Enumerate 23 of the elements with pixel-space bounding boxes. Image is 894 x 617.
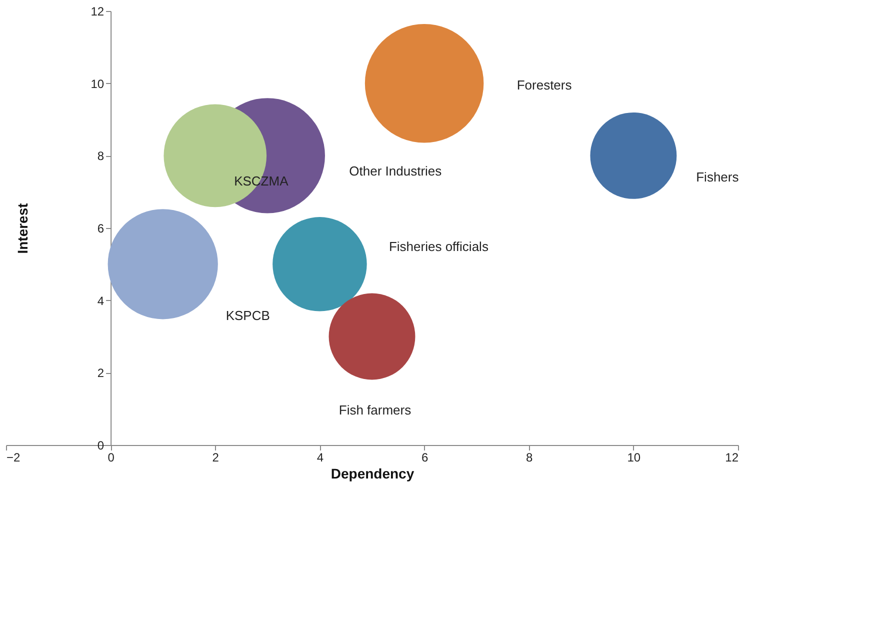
series-label: Other Industries — [349, 164, 442, 179]
x-tick-label: 10 — [627, 450, 641, 464]
y-tick-label: 2 — [97, 366, 104, 380]
x-tick-label: 12 — [725, 450, 739, 464]
text: Fish farmers — [338, 402, 412, 418]
x-tick-label: 6 — [421, 450, 428, 464]
series-label: KSPCB — [226, 308, 270, 324]
y-axis-title: Interest — [14, 202, 31, 254]
y-tick-label: 6 — [97, 222, 104, 236]
y-tick-label: 4 — [97, 294, 104, 308]
x-tick-label: 8 — [526, 450, 534, 464]
text: Foresters — [516, 77, 572, 92]
x-axis-title: Dependency — [330, 466, 414, 482]
x-tick-label: −2 — [6, 450, 21, 464]
series-label: Fishers — [696, 170, 740, 185]
x-tick-label: 0 — [108, 450, 115, 464]
series-label: Fisheries officials — [388, 239, 489, 254]
x-tick-label: 2 — [212, 450, 220, 464]
y-tick-label: 0 — [97, 438, 104, 452]
x-tick-label: 4 — [316, 450, 324, 464]
y-tick-label: 10 — [90, 76, 104, 91]
y-tick-label: 12 — [90, 4, 104, 18]
y-tick-label: 8 — [97, 149, 104, 164]
